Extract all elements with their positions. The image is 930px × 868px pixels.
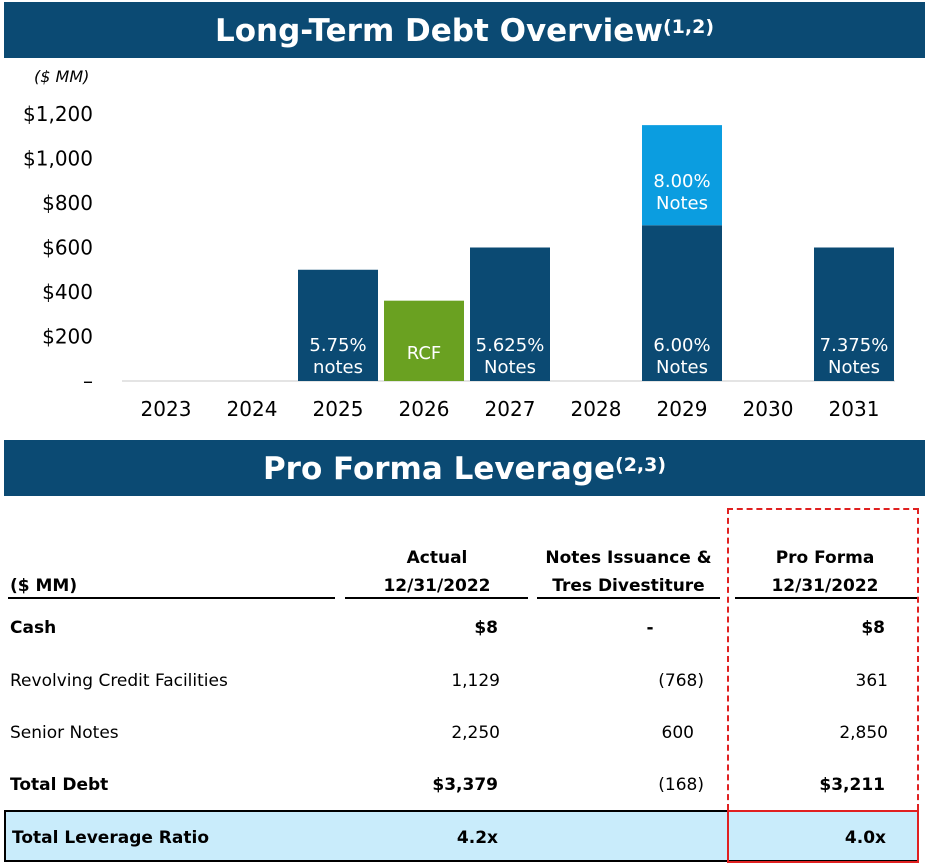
debt-overview-footnote: (1,2) [662, 16, 715, 38]
bar-label: 6.00% [653, 335, 710, 356]
row-senior-notes-actual: 2,250 [451, 723, 500, 743]
y-tick-label: $200 [42, 325, 93, 349]
unit-header: ($ MM) [10, 576, 78, 596]
pro-forma-highlight-box [727, 508, 919, 810]
pro-forma-leverage-title: Pro Forma Leverage [262, 451, 616, 487]
x-tick-label: 2030 [743, 397, 794, 421]
unit-header-underline [8, 597, 335, 599]
x-tick-label: 2024 [227, 397, 278, 421]
pro-forma-leverage-highlight [727, 810, 919, 863]
bar [298, 269, 378, 381]
row-senior-notes-adjust: 600 [661, 723, 694, 743]
bar-label: 8.00% [653, 171, 710, 192]
row-cash-proforma: $8 [861, 618, 885, 638]
x-tick-label: 2025 [313, 397, 364, 421]
bar-label: Notes [484, 357, 536, 378]
y-tick-label: $800 [42, 191, 93, 215]
x-tick-label: 2023 [141, 397, 192, 421]
debt-overview-header: Long-Term Debt Overview(1,2) [4, 2, 925, 58]
bar-label: Notes [656, 357, 708, 378]
col-actual-header-2: 12/31/2022 [383, 576, 491, 596]
bar-label: notes [313, 357, 363, 378]
total-leverage-row [4, 810, 919, 862]
row-rcf-actual: 1,129 [451, 671, 500, 691]
col-proforma-header-2: 12/31/2022 [771, 576, 879, 596]
bar-label: 7.375% [820, 335, 889, 356]
y-tick-label: $600 [42, 236, 93, 260]
pro-forma-leverage-header: Pro Forma Leverage(2,3) [4, 440, 925, 496]
bar-label: Notes [828, 357, 880, 378]
y-tick-label: $400 [42, 280, 93, 304]
y-tick-label: $1,200 [23, 102, 93, 126]
row-cash-actual: $8 [474, 618, 498, 638]
leverage-label: Total Leverage Ratio [12, 828, 210, 848]
bar [384, 300, 464, 381]
row-total-debt-proforma: $3,211 [819, 775, 885, 795]
bar [814, 247, 894, 381]
col-notes-underline [537, 597, 720, 599]
bar-label: Notes [656, 193, 708, 214]
bar-label: 5.625% [476, 335, 545, 356]
leverage-actual: 4.2x [456, 828, 498, 848]
debt-overview-title: Long-Term Debt Overview [214, 13, 663, 49]
x-tick-label: 2028 [571, 397, 622, 421]
row-cash-adjust: - [646, 618, 654, 638]
row-total-debt-label: Total Debt [10, 775, 109, 795]
col-actual-header-1: Actual [406, 548, 468, 568]
x-tick-label: 2031 [829, 397, 880, 421]
unit-label: ($ MM) [34, 67, 89, 86]
bar [642, 225, 722, 381]
col-actual-underline [345, 597, 528, 599]
row-senior-notes-proforma: 2,850 [839, 723, 888, 743]
col-proforma-header-1: Pro Forma [775, 548, 875, 568]
x-tick-label: 2026 [399, 397, 450, 421]
bar-label: RCF [407, 343, 442, 364]
col-notes-header-1: Notes Issuance & [545, 548, 712, 568]
x-tick-label: 2027 [485, 397, 536, 421]
debt-maturity-chart: ($ MM) – $200 $400 $600 $800 $1,000 $1,200 2023 2… [23, 67, 895, 421]
bar-label: 5.75% [309, 335, 366, 356]
row-total-debt-actual: $3,379 [432, 775, 498, 795]
row-rcf-label: Revolving Credit Facilities [10, 671, 228, 691]
row-cash-label: Cash [10, 618, 57, 638]
row-total-debt-adjust: (168) [658, 775, 704, 795]
col-proforma-underline [735, 597, 917, 599]
col-notes-header-2: Tres Divestiture [552, 576, 705, 596]
row-rcf-adjust: (768) [658, 671, 704, 691]
row-senior-notes-label: Senior Notes [10, 723, 119, 743]
bar [470, 247, 550, 381]
pro-forma-leverage-footnote: (2,3) [615, 454, 667, 476]
x-tick-label: 2029 [657, 397, 708, 421]
row-rcf-proforma: 361 [855, 671, 888, 691]
y-tick-label: $1,000 [23, 147, 93, 171]
leverage-proforma: 4.0x [844, 828, 886, 848]
y-tick-label: – [83, 369, 93, 393]
bar [642, 125, 722, 226]
